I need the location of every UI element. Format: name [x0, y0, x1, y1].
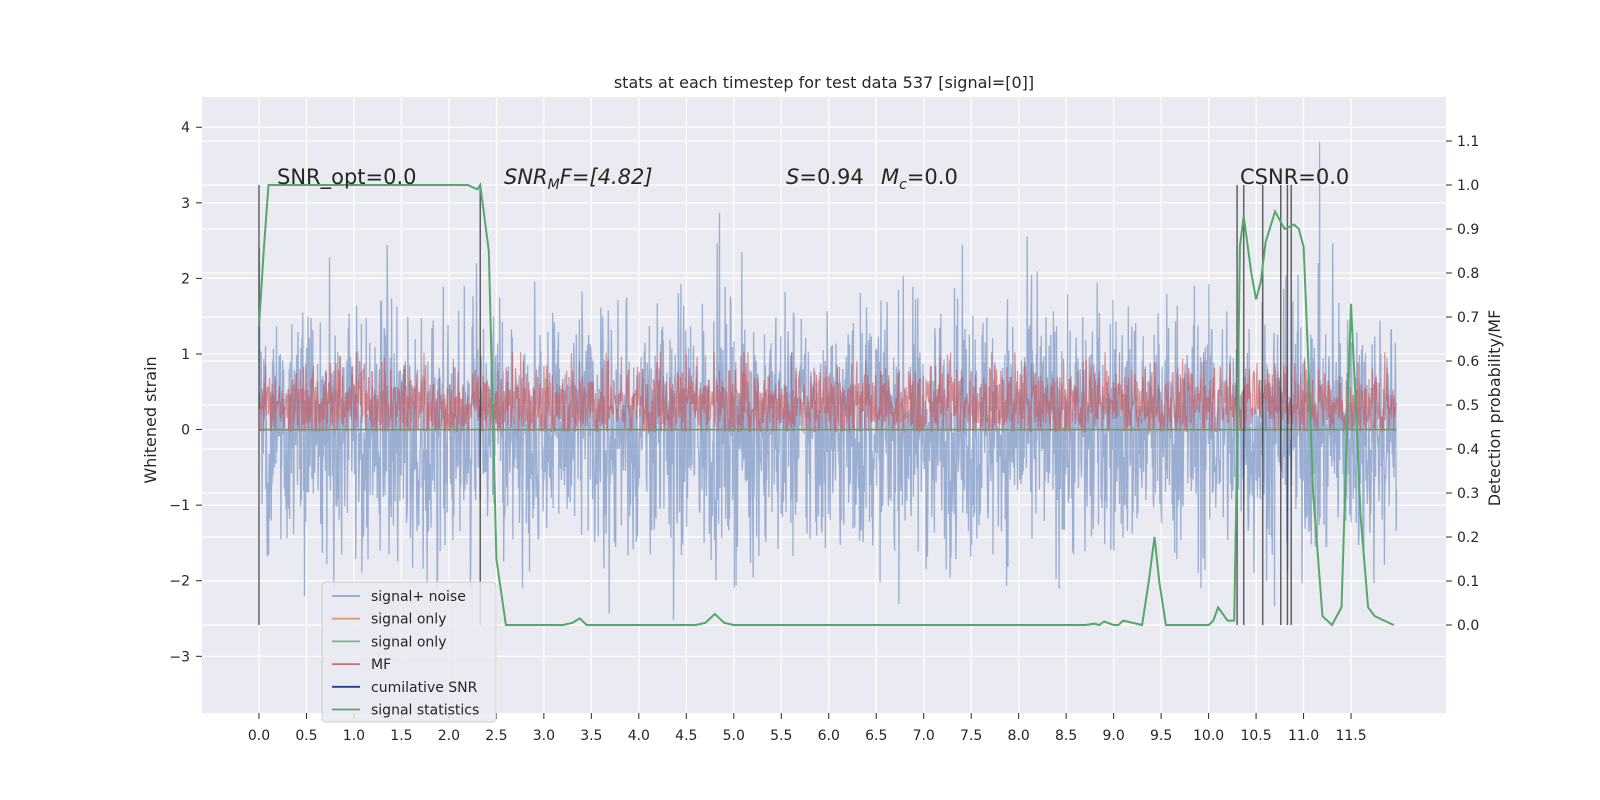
x-tick-label: 10.0 — [1193, 728, 1224, 744]
signal-statistics-line — [258, 182, 1395, 627]
x-tick-label: 8.5 — [1055, 728, 1077, 744]
x-tick-label: 11.0 — [1288, 728, 1319, 744]
x-tick-label: 11.5 — [1335, 728, 1366, 744]
y-tick-label: 3 — [181, 196, 190, 212]
right-y-tick-label: 0.9 — [1457, 222, 1479, 238]
right-y-axis-ticks: 1.1 1.0 0.9 0.8 0.7 0.6 0.5 0.4 0.3 0.2 0.1 0.0 — [1446, 134, 1479, 634]
x-tick-label: 1.0 — [343, 728, 365, 744]
legend-box — [321, 581, 497, 723]
x-tick-label: 7.5 — [960, 728, 982, 744]
legend-label: signal statistics — [371, 703, 479, 719]
signal-statistics-series — [258, 182, 1395, 627]
right-y-tick-label: 0.3 — [1457, 486, 1479, 502]
chart-title: stats at each timestep for test data 537… — [614, 73, 1034, 92]
legend-label: signal only — [371, 612, 446, 628]
x-tick-label: 2.5 — [485, 728, 507, 744]
right-y-tick-label: 0.8 — [1457, 266, 1479, 282]
annotation-csnr: CSNR=0.0 — [1240, 165, 1349, 189]
y-tick-label: 2 — [181, 271, 190, 287]
right-y-tick-label: 0.6 — [1457, 354, 1479, 370]
right-y-tick-label: 0.1 — [1457, 574, 1479, 590]
x-tick-label: 4.5 — [675, 728, 697, 744]
x-tick-label: 5.0 — [723, 728, 745, 744]
plot-content — [258, 141, 1398, 627]
y-axis-ticks: 4 3 2 1 0 −1 −2 −3 — [169, 120, 202, 665]
x-tick-label: 8.0 — [1008, 728, 1030, 744]
right-y-tick-label: 0.5 — [1457, 398, 1479, 414]
x-axis-ticks: 0.0 0.5 1.0 1.5 2.0 2.5 3.0 3.5 4.0 4.5 5.0 5.5 6.0 6… — [248, 713, 1367, 744]
right-y-tick-label: 0.0 — [1457, 618, 1479, 634]
y-tick-label: −1 — [169, 498, 190, 514]
right-y-axis-label: Detection probability/MF — [1485, 310, 1504, 507]
y-axis-label: Whitened strain — [141, 356, 160, 483]
legend-label: signal+ noise — [371, 589, 466, 605]
x-tick-label: 6.5 — [865, 728, 887, 744]
x-tick-label: 0.5 — [295, 728, 317, 744]
annotation-snr-mf: SNRMF=[4.82] — [504, 165, 653, 193]
annotations: SNR_opt=0.0 SNRMF=[4.82] S=0.94 Mc=0.0 C… — [277, 165, 1349, 193]
right-y-tick-label: 0.7 — [1457, 310, 1479, 326]
x-tick-label: 4.0 — [628, 728, 650, 744]
y-tick-label: 4 — [181, 120, 190, 136]
x-tick-label: 6.0 — [818, 728, 840, 744]
x-tick-label: 9.5 — [1150, 728, 1172, 744]
y-tick-label: 1 — [181, 347, 190, 363]
x-tick-label: 1.5 — [390, 728, 412, 744]
annotation-s: S=0.94 — [786, 165, 864, 189]
mf-series — [258, 352, 1398, 434]
x-tick-label: 3.5 — [580, 728, 602, 744]
x-tick-label: 10.5 — [1240, 728, 1271, 744]
x-tick-label: 9.0 — [1103, 728, 1125, 744]
annotation-mc: Mc=0.0 — [881, 165, 958, 193]
right-y-tick-label: 0.2 — [1457, 530, 1479, 546]
x-tick-label: 2.0 — [438, 728, 460, 744]
y-tick-label: −3 — [169, 649, 190, 665]
legend: signal+ noise signal only signal only MF cum… — [321, 581, 497, 723]
y-tick-label: 0 — [181, 423, 190, 439]
right-y-tick-label: 0.4 — [1457, 442, 1479, 458]
annotation-snr-opt: SNR_opt=0.0 — [277, 165, 417, 190]
right-y-tick-label: 1.1 — [1457, 134, 1479, 150]
legend-label: cumilative SNR — [371, 680, 478, 696]
right-y-tick-label: 1.0 — [1457, 178, 1479, 194]
mf-line — [258, 352, 1398, 434]
y-tick-label: −2 — [169, 574, 190, 590]
x-tick-label: 5.5 — [770, 728, 792, 744]
x-tick-label: 7.0 — [913, 728, 935, 744]
legend-label: signal only — [371, 634, 446, 650]
x-tick-label: 3.0 — [533, 728, 555, 744]
x-tick-label: 0.0 — [248, 728, 270, 744]
legend-label: MF — [371, 657, 391, 673]
